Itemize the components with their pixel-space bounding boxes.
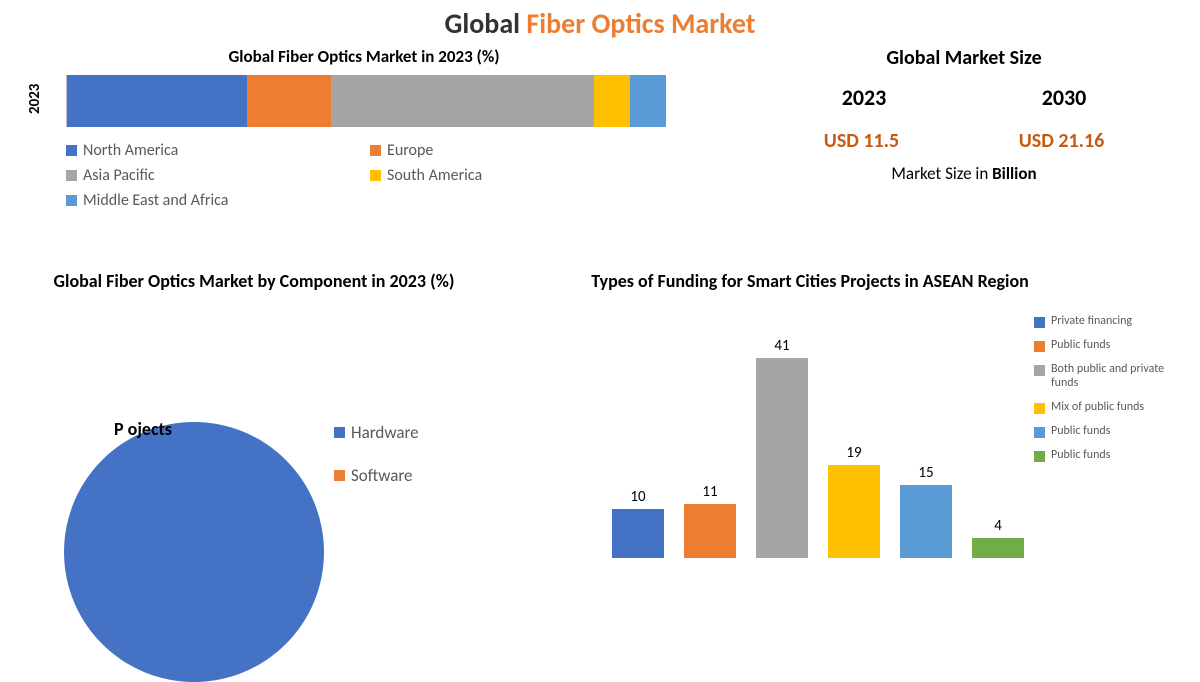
region-chart: Global Fiber Optics Market in 2023 (%) 2… <box>24 46 664 210</box>
legend-label: Hardware <box>351 422 419 443</box>
title-prefix: Global <box>445 6 527 41</box>
bar-rect <box>684 504 736 558</box>
market-size-values: USD 11.5 USD 21.16 <box>764 129 1164 153</box>
value-1: USD 21.16 <box>1019 129 1105 153</box>
region-chart-title: Global Fiber Optics Market in 2023 (%) <box>64 46 664 67</box>
region-chart-y-label: 2023 <box>26 84 44 114</box>
legend-item: Middle East and Africa <box>66 191 360 210</box>
legend-label: South America <box>387 166 482 185</box>
main-title: Global Fiber Optics Market <box>0 0 1200 41</box>
legend-item: North America <box>66 141 360 160</box>
legend-label: Both public and private funds <box>1051 362 1174 390</box>
legend-item: South America <box>370 166 664 185</box>
legend-item: Asia Pacific <box>66 166 360 185</box>
market-size-subline: Market Size in Billion <box>764 163 1164 184</box>
title-accent: Fiber Optics Market <box>526 6 755 41</box>
bar-rect <box>756 358 808 558</box>
legend-item: Both public and private funds <box>1034 362 1174 390</box>
pie-wrap: P ojects Hardware Software <box>24 302 484 562</box>
bar-rect <box>972 538 1024 558</box>
legend-item: Public funds <box>1034 424 1174 438</box>
stacked-segment <box>247 75 331 127</box>
stacked-segment <box>594 75 630 127</box>
legend-item: Mix of public funds <box>1034 400 1174 414</box>
legend-swatch <box>1034 451 1045 462</box>
bar-rect <box>612 509 664 558</box>
legend-swatch <box>370 170 381 181</box>
legend-swatch <box>66 170 77 181</box>
legend-swatch <box>1034 365 1045 376</box>
bar-value-label: 15 <box>918 464 933 482</box>
legend-item: Public funds <box>1034 338 1174 352</box>
legend-item: Software <box>334 465 419 486</box>
bar-column: 4 <box>968 517 1028 558</box>
value-0: USD 11.5 <box>824 129 899 153</box>
legend-item: Europe <box>370 141 664 160</box>
bar-rect <box>900 485 952 558</box>
legend-label: North America <box>83 141 178 160</box>
pie-overlay-label: P ojects <box>114 418 172 440</box>
bar-value-label: 41 <box>774 337 789 355</box>
legend-label: Software <box>351 465 413 486</box>
legend-swatch <box>334 427 345 438</box>
stacked-bar-container <box>66 75 664 127</box>
bar-value-label: 19 <box>846 444 861 462</box>
bar-value-label: 10 <box>630 488 645 506</box>
legend-label: Public funds <box>1051 424 1110 438</box>
funding-bars: 10 11 41 19 15 4 <box>590 298 1030 558</box>
region-legend: North America Europe Asia Pacific South Ame… <box>66 141 664 210</box>
bar-rect <box>828 465 880 558</box>
pie-chart-title: Global Fiber Optics Market by Component … <box>24 270 484 292</box>
legend-label: Europe <box>387 141 433 160</box>
stacked-segment <box>67 75 247 127</box>
stacked-segment <box>630 75 666 127</box>
bar-column: 41 <box>752 337 812 558</box>
bar-column: 10 <box>608 488 668 558</box>
legend-label: Private financing <box>1051 314 1132 328</box>
market-size-panel: Global Market Size 2023 2030 USD 11.5 US… <box>764 46 1164 184</box>
legend-item: Hardware <box>334 422 419 443</box>
bar-value-label: 11 <box>702 483 717 501</box>
stacked-bar <box>66 75 666 127</box>
legend-swatch <box>1034 403 1045 414</box>
funding-chart-title: Types of Funding for Smart Cities Projec… <box>590 270 1030 292</box>
legend-label: Public funds <box>1051 338 1110 352</box>
legend-swatch <box>66 145 77 156</box>
funding-legend: Private financing Public funds Both public… <box>1034 314 1174 472</box>
bar-column: 19 <box>824 444 884 558</box>
year-1: 2030 <box>1042 84 1087 111</box>
market-size-years: 2023 2030 <box>764 84 1164 111</box>
legend-swatch <box>1034 341 1045 352</box>
market-size-title: Global Market Size <box>764 46 1164 70</box>
subline-bold: Billion <box>992 163 1037 184</box>
bar-column: 15 <box>896 464 956 558</box>
bar-column: 11 <box>680 483 740 558</box>
legend-label: Public funds <box>1051 448 1110 462</box>
pie-legend: Hardware Software <box>334 422 419 508</box>
funding-chart-panel: Types of Funding for Smart Cities Projec… <box>590 270 1180 558</box>
legend-swatch <box>370 145 381 156</box>
year-0: 2023 <box>842 84 887 111</box>
legend-label: Mix of public funds <box>1051 400 1144 414</box>
legend-swatch <box>66 195 77 206</box>
bar-value-label: 4 <box>994 517 1002 535</box>
legend-label: Middle East and Africa <box>83 191 228 210</box>
legend-item: Public funds <box>1034 448 1174 462</box>
legend-swatch <box>1034 317 1045 328</box>
subline-prefix: Market Size in <box>891 163 992 184</box>
pie <box>64 422 324 682</box>
legend-swatch <box>334 470 345 481</box>
stacked-segment <box>331 75 595 127</box>
legend-label: Asia Pacific <box>83 166 155 185</box>
pie-chart-panel: Global Fiber Optics Market by Component … <box>24 270 484 562</box>
legend-item: Private financing <box>1034 314 1174 328</box>
legend-swatch <box>1034 427 1045 438</box>
